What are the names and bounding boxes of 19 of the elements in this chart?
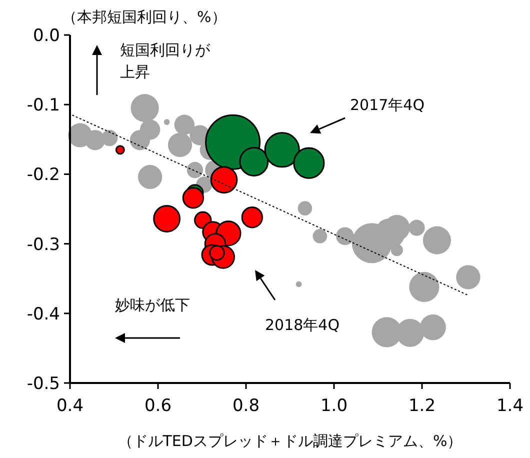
y-axis-title: （本邦短国利回り、%）	[62, 8, 226, 26]
x-tick-label: 1.2	[408, 396, 436, 416]
y-tick-label: -0.2	[26, 165, 60, 186]
x-tick-label: 0.6	[144, 396, 172, 416]
y-tick-label: 0.0	[32, 26, 60, 46]
y-tick-label: -0.3	[26, 234, 60, 255]
y-tick-label: -0.5	[26, 374, 60, 394]
annotation: 短国利回りが	[120, 41, 211, 59]
annotation: 妙味が低下	[115, 296, 190, 314]
x-tick-label: 0.8	[232, 396, 260, 416]
y-tick-label: -0.4	[26, 304, 60, 324]
y-tick-label: -0.1	[26, 96, 60, 116]
annotation: 上昇	[120, 63, 150, 81]
x-tick-label: 1.0	[320, 396, 348, 416]
annotation: 2017年4Q	[350, 96, 425, 114]
x-tick-label: 0.4	[56, 396, 84, 416]
annotation: 2018年4Q	[265, 316, 340, 334]
x-axis-title: （ドルTEDスプレッド＋ドル調達プレミアム、%）	[118, 432, 462, 450]
x-tick-label: 1.4	[496, 396, 524, 416]
